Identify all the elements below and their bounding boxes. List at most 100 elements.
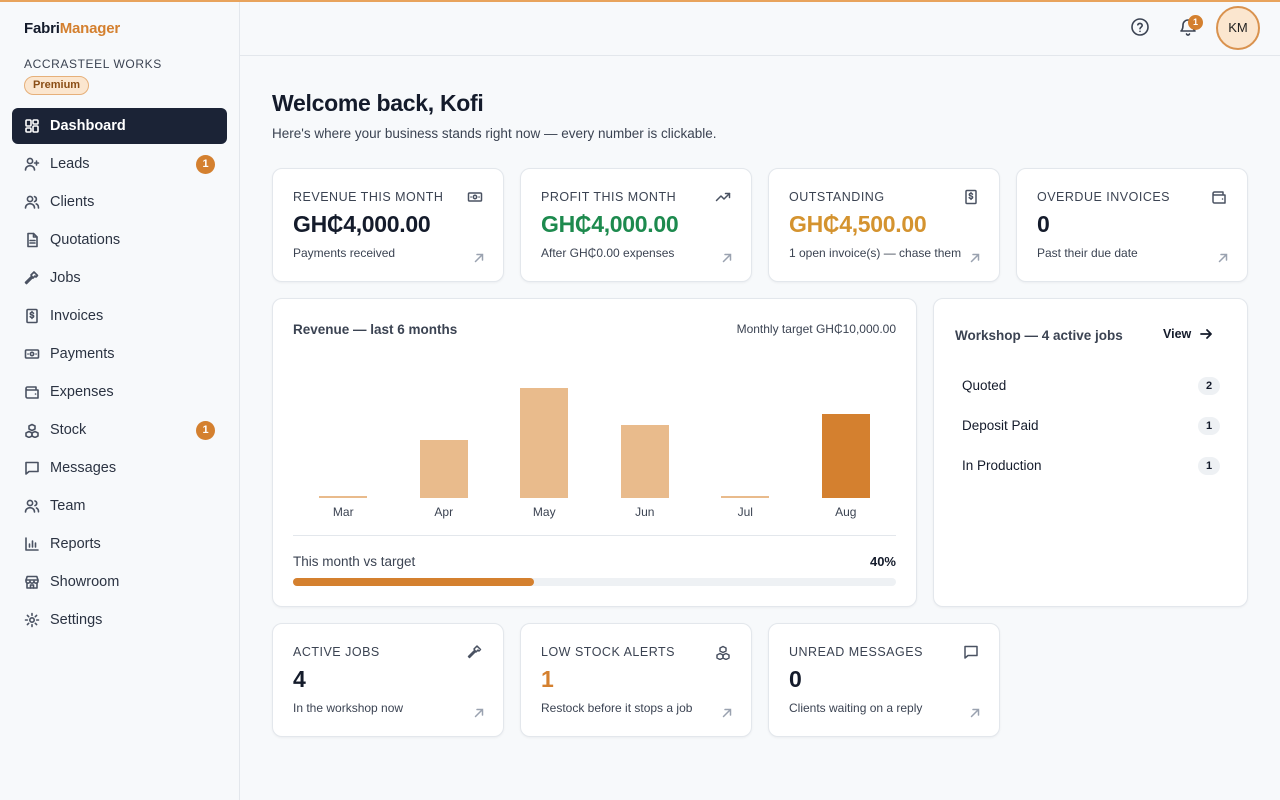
bar-label: Mar — [332, 505, 354, 519]
sidebar-item-showroom[interactable]: Showroom — [12, 564, 227, 600]
user-avatar[interactable]: KM — [1216, 6, 1260, 50]
sidebar-item-stock[interactable]: Stock 1 — [12, 412, 227, 448]
sidebar-item-label: Quotations — [50, 232, 121, 248]
sidebar-item-payments[interactable]: Payments — [12, 336, 227, 372]
kpi-label: OUTSTANDING — [789, 190, 885, 204]
kpi-card-unread-messages[interactable]: UNREAD MESSAGES 0 Clients waiting on a r… — [768, 623, 1000, 737]
bar-label: Aug — [835, 505, 857, 519]
kpi-value: GH₵4,000.00 — [293, 211, 431, 237]
workshop-view-link[interactable]: View — [1163, 327, 1213, 341]
kpi-card-low-stock[interactable]: LOW STOCK ALERTS 1 Restock before it sto… — [520, 623, 752, 737]
revenue-bar-may[interactable] — [520, 388, 568, 498]
kpi-caption: 1 open invoice(s) — chase them — [789, 246, 962, 260]
sidebar-item-label: Expenses — [50, 384, 114, 400]
sidebar-item-label: Leads — [50, 156, 90, 172]
boxes-icon — [715, 644, 731, 661]
sidebar-item-settings[interactable]: Settings — [12, 602, 227, 638]
arrow-up-right-icon — [969, 251, 981, 263]
progress-percent: 40% — [869, 554, 896, 569]
kpi-label: ACTIVE JOBS — [293, 645, 380, 659]
bar-slot-may: May — [494, 363, 595, 519]
banknote-icon — [467, 189, 483, 205]
kpi-caption: In the workshop now — [293, 701, 404, 715]
stage-count: 1 — [1198, 457, 1220, 475]
wallet-icon — [24, 384, 40, 400]
kpi-caption: Clients waiting on a reply — [789, 701, 923, 715]
dashboard-icon — [24, 118, 40, 134]
workshop-stage-in-production[interactable]: In Production 1 — [962, 457, 1220, 477]
bar-chart-icon — [24, 536, 40, 552]
sidebar-item-label: Stock — [50, 422, 87, 438]
sidebar-item-quotations[interactable]: Quotations — [12, 222, 227, 258]
trending-up-icon — [715, 189, 731, 205]
divider — [293, 535, 896, 536]
sidebar-item-reports[interactable]: Reports — [12, 526, 227, 562]
progress-label: This month vs target — [293, 554, 416, 569]
brand-name-part2: Manager — [59, 20, 120, 37]
kpi-caption: Past their due date — [1037, 246, 1138, 260]
workshop-stage-deposit-paid[interactable]: Deposit Paid 1 — [962, 417, 1220, 437]
sidebar-item-label: Invoices — [50, 308, 104, 324]
kpi-card-profit[interactable]: PROFIT THIS MONTH GH₵4,000.00 After GH₵0… — [520, 168, 752, 282]
bar-label: Apr — [434, 505, 454, 519]
revenue-bar-mar[interactable] — [319, 496, 367, 498]
sidebar-item-jobs[interactable]: Jobs — [12, 260, 227, 296]
arrow-up-right-icon — [1217, 251, 1229, 263]
revenue-target: Monthly target GH₵10,000.00 — [736, 322, 896, 336]
stage-name: Quoted — [962, 378, 1007, 393]
brand-logo[interactable]: FabriManager — [24, 20, 120, 37]
bar-label: Jun — [635, 505, 655, 519]
sidebar-item-invoices[interactable]: Invoices — [12, 298, 227, 334]
bar-slot-jul: Jul — [695, 363, 796, 519]
bar-label: Jul — [737, 505, 753, 519]
arrow-up-right-icon — [473, 251, 485, 263]
bar-slot-apr: Apr — [394, 363, 495, 519]
hammer-icon — [24, 270, 40, 286]
kpi-caption: Payments received — [293, 246, 396, 260]
kpi-card-overdue[interactable]: OVERDUE INVOICES 0 Past their due date — [1016, 168, 1248, 282]
plan-badge: Premium — [24, 76, 90, 95]
arrow-up-right-icon — [969, 706, 981, 718]
kpi-card-active-jobs[interactable]: ACTIVE JOBS 4 In the workshop now — [272, 623, 504, 737]
kpi-value: 0 — [789, 666, 802, 692]
sidebar-item-clients[interactable]: Clients — [12, 184, 227, 220]
revenue-bar-apr[interactable] — [419, 440, 468, 498]
kpi-card-revenue[interactable]: REVENUE THIS MONTH GH₵4,000.00 Payments … — [272, 168, 504, 282]
page-title: Welcome back, Kofi — [272, 90, 484, 116]
sidebar-item-team[interactable]: Team — [12, 488, 227, 524]
sidebar: FabriManager ACCRASTEEL WORKS Premium Da… — [0, 0, 240, 800]
kpi-label: PROFIT THIS MONTH — [541, 190, 677, 204]
sidebar-item-label: Reports — [50, 536, 101, 552]
banknote-icon — [24, 346, 40, 362]
revenue-bar-jul[interactable] — [721, 496, 769, 498]
kpi-value: GH₵4,000.00 — [541, 211, 679, 237]
brand-name-part1: Fabri — [24, 20, 60, 37]
arrow-up-right-icon — [721, 251, 733, 263]
kpi-value: 4 — [293, 666, 306, 692]
revenue-bar-jun[interactable] — [620, 425, 669, 498]
sidebar-item-label: Showroom — [50, 574, 120, 590]
sidebar-item-expenses[interactable]: Expenses — [12, 374, 227, 410]
kpi-card-outstanding[interactable]: OUTSTANDING GH₵4,500.00 1 open invoice(s… — [768, 168, 1000, 282]
store-icon — [24, 574, 40, 590]
stock-count-badge: 1 — [196, 421, 215, 440]
help-icon[interactable] — [1130, 17, 1152, 39]
kpi-value: 1 — [541, 666, 554, 692]
kpi-label: UNREAD MESSAGES — [789, 645, 923, 659]
message-icon — [963, 644, 979, 660]
message-icon — [24, 460, 40, 476]
sidebar-item-label: Settings — [50, 612, 103, 628]
revenue-bar-aug[interactable] — [821, 414, 870, 498]
sidebar-item-messages[interactable]: Messages — [12, 450, 227, 486]
kpi-caption: Restock before it stops a job — [541, 701, 693, 715]
workshop-stage-quoted[interactable]: Quoted 2 — [962, 377, 1220, 397]
sidebar-item-label: Jobs — [50, 270, 81, 286]
kpi-value: GH₵4,500.00 — [789, 211, 927, 237]
sidebar-item-dashboard[interactable]: Dashboard — [12, 108, 227, 144]
kpi-label: LOW STOCK ALERTS — [541, 645, 675, 659]
sidebar-item-leads[interactable]: Leads 1 — [12, 146, 227, 182]
boxes-icon — [24, 422, 40, 438]
stage-count: 2 — [1198, 377, 1220, 395]
top-bar: 1 KM — [240, 0, 1280, 56]
target-progress-fill — [293, 578, 535, 586]
